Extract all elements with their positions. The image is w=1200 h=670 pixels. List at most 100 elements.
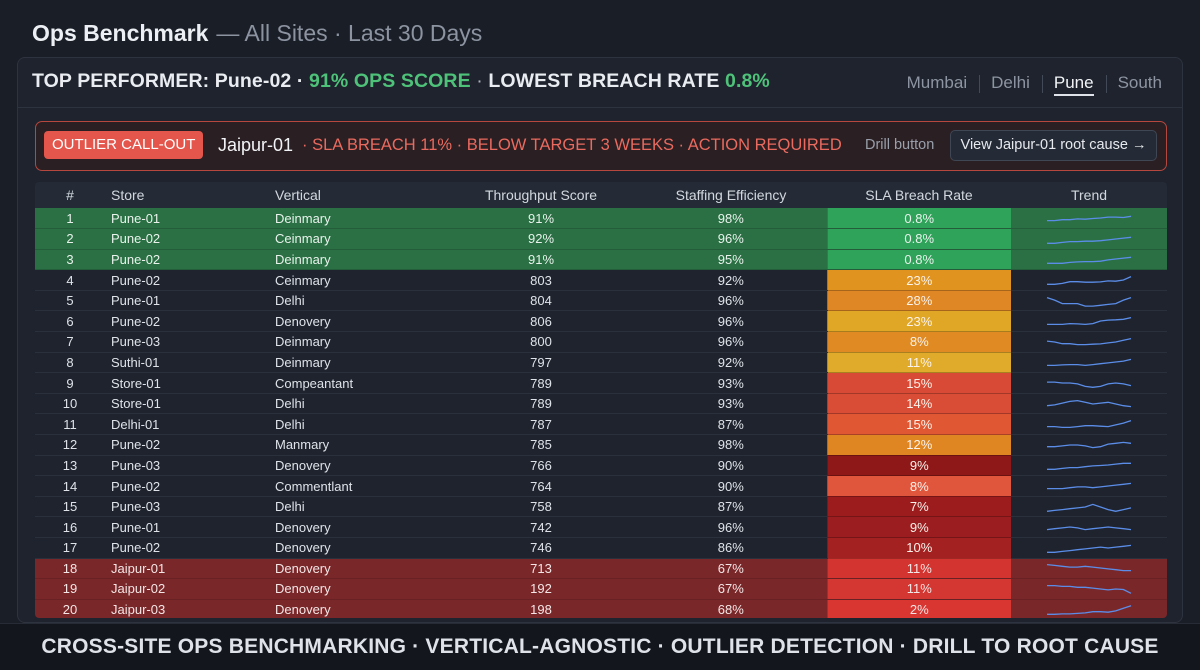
cell-staffing: 96% xyxy=(635,310,827,333)
table-row[interactable]: 12 Pune-02 Manmary 785 98% 12% xyxy=(35,434,1167,456)
trend-line xyxy=(1047,236,1132,244)
site-tab-label: Delhi xyxy=(991,73,1030,92)
trend-line xyxy=(1047,544,1132,553)
cell-throughput: 800 xyxy=(447,331,635,353)
table-row[interactable]: 7 Pune-03 Deinmary 800 96% 8% xyxy=(35,331,1167,353)
table-row[interactable]: 18 Jaipur-01 Denovery 713 67% 11% xyxy=(35,558,1167,580)
trend-line xyxy=(1047,420,1132,429)
trend-sparkline xyxy=(1046,526,1132,531)
cell-trend xyxy=(1011,578,1167,600)
cell-store: Pune-02 xyxy=(105,249,269,271)
cell-store: Pune-01 xyxy=(105,516,269,538)
site-tab-mumbai[interactable]: Mumbai xyxy=(895,72,979,96)
table-row[interactable]: 8 Suthi-01 Deinmary 797 92% 11% xyxy=(35,352,1167,374)
cell-rank: 17 xyxy=(35,537,105,559)
site-tab-south[interactable]: South xyxy=(1105,72,1162,96)
col-header-sla-breach[interactable]: SLA Breach Rate xyxy=(865,187,973,203)
outlier-badge: OUTLIER CALL-OUT xyxy=(44,131,204,159)
cell-throughput: 91% xyxy=(447,208,635,230)
cell-throughput: 91% xyxy=(447,249,635,271)
cell-staffing: 92% xyxy=(635,352,827,374)
cell-store: Jaipur-02 xyxy=(105,578,269,600)
cell-store: Suthi-01 xyxy=(105,352,269,374)
col-header-throughput[interactable]: Throughput Score xyxy=(484,187,598,203)
table-row[interactable]: 4 Pune-02 Ceinmary 803 92% 23% xyxy=(35,269,1167,291)
table-row[interactable]: 20 Jaipur-03 Denovery 198 68% 2% xyxy=(35,599,1167,618)
cell-sla-breach: 28% xyxy=(826,290,1011,312)
trend-line xyxy=(1047,359,1132,367)
trend-line xyxy=(1047,215,1132,222)
cell-vertical: Compeantant xyxy=(269,372,447,394)
table-row[interactable]: 6 Pune-02 Denovery 806 96% 23% xyxy=(35,310,1167,333)
cell-trend xyxy=(1011,455,1167,477)
cell-vertical: Denovery xyxy=(269,578,447,600)
col-header-trend[interactable]: Trend xyxy=(1070,187,1108,203)
cell-rank: 14 xyxy=(35,475,105,497)
trend-line xyxy=(1046,337,1132,346)
table-row[interactable]: 10 Store-01 Delhi 789 93% 14% xyxy=(35,393,1167,415)
table-body: 1 Pune-01 Deinmary 91% 98% 0.8% 2 Pune-02 Ceinma… xyxy=(35,208,1167,618)
cell-vertical: Deinmary xyxy=(269,352,447,374)
cell-sla-breach: 12% xyxy=(826,434,1011,456)
cell-rank: 19 xyxy=(35,578,105,600)
table-row[interactable]: 16 Pune-01 Denovery 742 96% 9% xyxy=(35,516,1167,538)
trend-line xyxy=(1046,399,1132,407)
table-row[interactable]: 17 Pune-02 Denovery 746 86% 10% xyxy=(35,537,1167,559)
cell-vertical: Delhi xyxy=(269,496,447,518)
table-row[interactable]: 3 Pune-02 Deinmary 91% 95% 0.8% xyxy=(35,249,1167,271)
cell-staffing: 86% xyxy=(635,537,827,559)
trend-sparkline xyxy=(1047,584,1132,594)
table-row[interactable]: 1 Pune-01 Deinmary 91% 98% 0.8% xyxy=(35,208,1167,230)
trend-line xyxy=(1047,276,1132,286)
cell-staffing: 87% xyxy=(635,413,827,436)
cell-trend xyxy=(1011,599,1167,618)
trend-line xyxy=(1046,503,1132,512)
table-row[interactable]: 11 Delhi-01 Delhi 787 87% 15% xyxy=(35,413,1167,436)
trend-line xyxy=(1047,257,1132,265)
cell-throughput: 797 xyxy=(447,352,635,374)
trend-sparkline xyxy=(1047,257,1132,265)
table-row[interactable]: 2 Pune-02 Ceinmary 92% 96% 0.8% xyxy=(35,228,1167,250)
cell-sla-breach: 0.8% xyxy=(826,228,1011,250)
cell-throughput: 803 xyxy=(447,269,635,291)
col-header-staffing[interactable]: Staffing Efficiency xyxy=(675,187,787,203)
table-row[interactable]: 5 Pune-01 Delhi 804 96% 28% xyxy=(35,290,1167,312)
cell-trend xyxy=(1011,352,1167,374)
cell-trend xyxy=(1011,228,1167,250)
trend-sparkline xyxy=(1046,296,1132,307)
cell-store: Pune-03 xyxy=(105,496,269,518)
col-header-vertical[interactable]: Vertical xyxy=(275,187,321,203)
cell-rank: 1 xyxy=(35,208,105,230)
trend-sparkline xyxy=(1047,236,1132,244)
site-tab-label: Mumbai xyxy=(906,73,968,92)
cell-staffing: 93% xyxy=(635,372,827,394)
outlier-message: · SLA BREACH 11% · BELOW TARGET 3 WEEKS … xyxy=(302,136,842,154)
site-tab-label: South xyxy=(1117,73,1162,92)
cell-throughput: 764 xyxy=(447,475,635,497)
table-row[interactable]: 15 Pune-03 Delhi 758 87% 7% xyxy=(35,496,1167,518)
cell-trend xyxy=(1011,516,1167,538)
table-row[interactable]: 13 Pune-03 Denovery 766 90% 9% xyxy=(35,455,1167,477)
table-row[interactable]: 19 Jaipur-02 Denovery 192 67% 11% xyxy=(35,578,1167,600)
cell-rank: 18 xyxy=(35,558,105,580)
cell-sla-breach: 7% xyxy=(826,496,1011,518)
cell-throughput: 789 xyxy=(447,393,635,415)
cell-trend xyxy=(1011,558,1167,580)
cell-staffing: 67% xyxy=(635,558,827,580)
cell-staffing: 95% xyxy=(635,249,827,271)
site-tab-pune[interactable]: Pune xyxy=(1041,72,1106,96)
separator: · xyxy=(476,70,483,92)
cell-vertical: Denovery xyxy=(269,455,447,477)
trend-sparkline xyxy=(1047,482,1132,490)
col-header-store[interactable]: Store xyxy=(111,187,145,203)
trend-sparkline xyxy=(1047,420,1132,429)
cell-vertical: Denovery xyxy=(269,558,447,580)
site-tab-delhi[interactable]: Delhi xyxy=(979,72,1042,96)
trend-line xyxy=(1046,526,1132,531)
trend-sparkline xyxy=(1047,381,1132,389)
table-row[interactable]: 14 Pune-02 Commentlant 764 90% 8% xyxy=(35,475,1167,497)
cell-sla-breach: 9% xyxy=(826,455,1011,477)
col-header-rank[interactable]: # xyxy=(66,187,74,203)
table-row[interactable]: 9 Store-01 Compeantant 789 93% 15% xyxy=(35,372,1167,394)
view-root-cause-button[interactable]: View Jaipur-01 root cause → xyxy=(950,130,1157,161)
